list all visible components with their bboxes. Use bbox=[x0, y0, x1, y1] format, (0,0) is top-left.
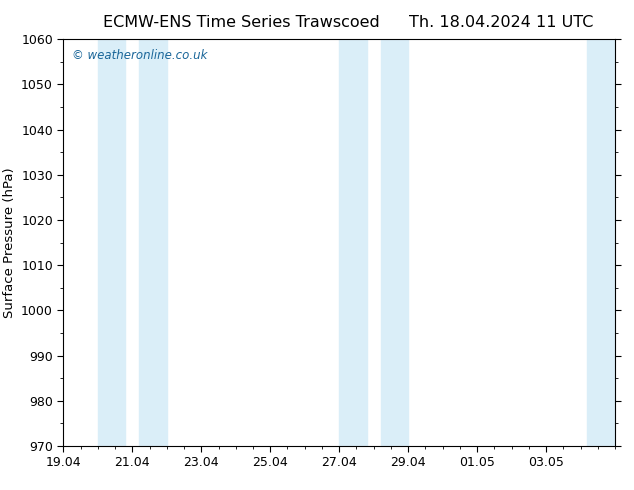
Y-axis label: Surface Pressure (hPa): Surface Pressure (hPa) bbox=[3, 167, 16, 318]
Bar bbox=[587, 39, 615, 446]
Text: Th. 18.04.2024 11 UTC: Th. 18.04.2024 11 UTC bbox=[409, 15, 593, 30]
Bar bbox=[139, 39, 167, 446]
Bar bbox=[339, 39, 367, 446]
Text: ECMW-ENS Time Series Trawscoed: ECMW-ENS Time Series Trawscoed bbox=[103, 15, 379, 30]
Bar bbox=[98, 39, 126, 446]
Bar bbox=[380, 39, 408, 446]
Text: © weatheronline.co.uk: © weatheronline.co.uk bbox=[72, 49, 207, 62]
